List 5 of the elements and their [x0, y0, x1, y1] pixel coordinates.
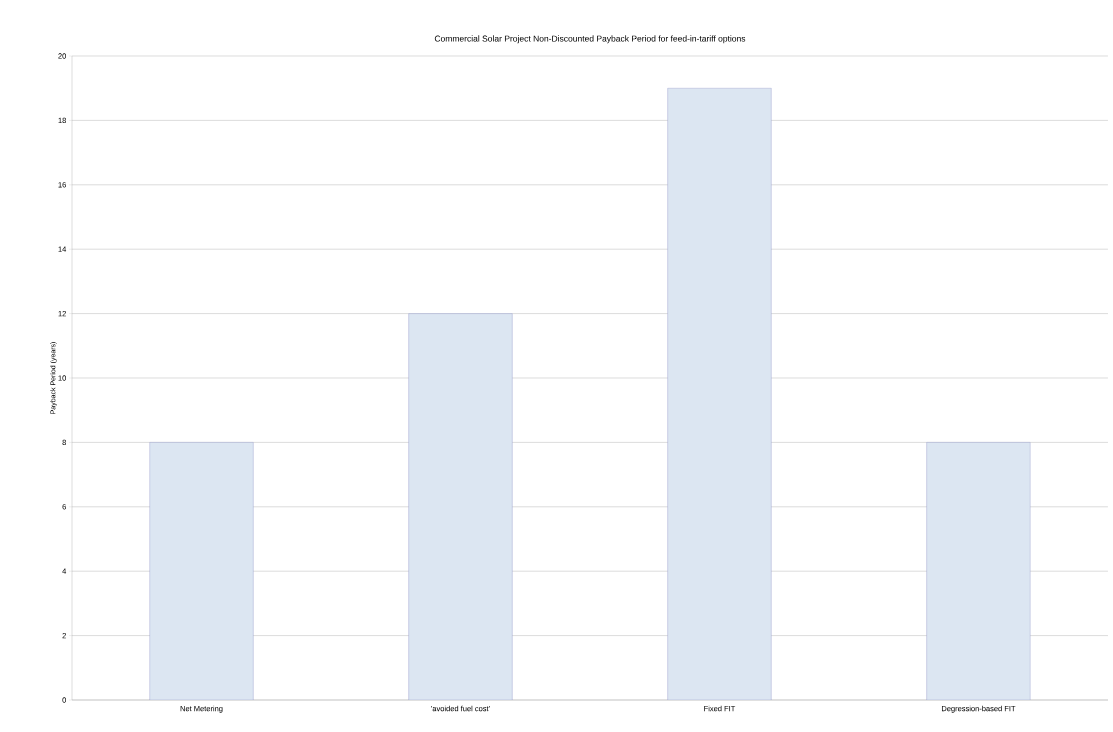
- bar: [408, 313, 513, 700]
- bar: [926, 442, 1031, 700]
- bar: [149, 442, 254, 700]
- chart-title: Commercial Solar Project Non-Discounted Payback Period for feed-in-tariff options: [434, 35, 746, 44]
- bar: [667, 88, 772, 700]
